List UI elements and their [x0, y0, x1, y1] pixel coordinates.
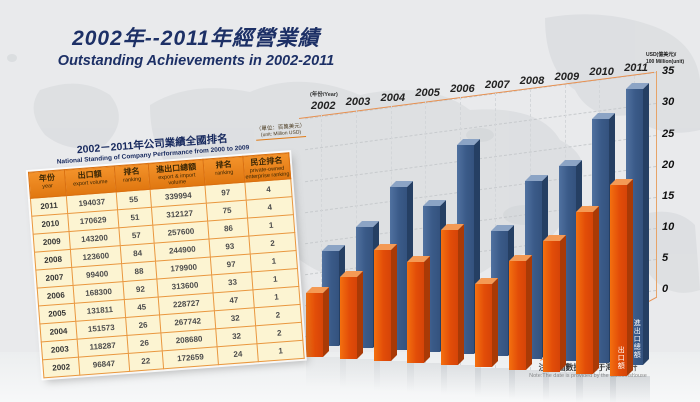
y-axis-tick-label: 30 [662, 96, 675, 109]
x-axis-year-label: 2009 [554, 70, 580, 83]
x-axis-year-label: 2002 [311, 100, 336, 112]
bar-front-face [508, 260, 526, 370]
bar-reflection [441, 365, 482, 396]
bar-reflection [339, 359, 380, 390]
column-header-4: 排名 ranking [203, 156, 245, 186]
bar-export-2002 [306, 286, 329, 357]
bar-side-face [323, 286, 329, 357]
y-axis-tick-label: 15 [662, 189, 675, 202]
bar-export-2011: 出口額 [610, 179, 634, 376]
column-header-2: 排名 ranking [113, 163, 150, 192]
bar-reflection [542, 371, 583, 402]
table-cell: 22 [128, 350, 164, 372]
bar-export-2009 [542, 235, 566, 372]
bar-export-2010 [576, 205, 600, 374]
x-axis-year-label: 2003 [345, 95, 371, 108]
bar-front-face [373, 249, 391, 362]
bar-reflection [576, 373, 617, 402]
table-cell: 172659 [162, 346, 219, 369]
bar-reflection [373, 361, 414, 392]
bar-side-face [559, 235, 566, 372]
main-title: 2002年--2011年經營業績 Outstanding Achievement… [36, 22, 356, 69]
x-axis-year-label: 2010 [589, 66, 614, 79]
bar-reflection [475, 367, 515, 398]
y-axis-unit-line2: 100 Million(unit) [646, 58, 685, 65]
y-axis-tick-label: 0 [662, 283, 669, 295]
main-title-en: Outstanding Achievements in 2002-2011 [57, 53, 335, 69]
bar-front-face [610, 185, 628, 376]
performance-table-block: 2002－2011年公司業績全國排名 National Standing of … [26, 121, 315, 379]
x-axis-year-label: 2006 [450, 83, 475, 96]
table-cell: 96847 [78, 353, 130, 376]
bar-front-face [339, 276, 357, 360]
y-axis-tick-label: 25 [662, 127, 675, 140]
y-axis-line [656, 71, 657, 298]
bar-export-2003 [339, 270, 363, 360]
y-axis-tick-label: 10 [662, 220, 675, 233]
bar-side-face [525, 254, 532, 370]
bar-reflection [610, 375, 651, 402]
column-header-0: 年份 year [28, 169, 67, 199]
x-axis-year-label: 2008 [519, 74, 545, 87]
main-title-zh: 2002年--2011年經營業績 [72, 27, 320, 50]
bar-front-face [542, 241, 560, 372]
bar-front-face [306, 292, 323, 357]
bar-side-face [424, 255, 431, 364]
bar-front-face [407, 261, 425, 364]
year-guide-line [321, 114, 322, 357]
y-axis-tick-label: 20 [662, 158, 675, 171]
bar-front-face [475, 284, 492, 368]
bar-side-face [492, 278, 498, 368]
table-cell: 24 [217, 343, 259, 365]
bar-series-label: 出口額 [617, 345, 625, 370]
bar-export-2006 [441, 224, 465, 366]
bar-export-2004 [373, 243, 397, 362]
bar-side-face [458, 224, 465, 366]
column-header-en: ranking [122, 176, 142, 184]
column-header-en: year [42, 183, 54, 190]
bar-side-face [627, 179, 634, 376]
chart-source-note-en: Note:The date is provided by the Customs… [503, 373, 673, 379]
y-axis-tick-label: 35 [662, 65, 675, 78]
bar-side-face [356, 270, 363, 360]
x-axis-year-label: 2007 [485, 79, 510, 91]
bar-side-face [390, 243, 397, 362]
y-axis-unit-label: USD(億美元)/ 100 Million(unit) [646, 52, 698, 65]
performance-table: 年份 year 出口額 export volume 排名 ranking 進出口總額 expo… [27, 152, 305, 379]
bar-reflection [407, 363, 448, 394]
y-axis-unit-line1: USD(億美元)/ [646, 52, 677, 58]
bar-reflection [508, 369, 549, 400]
bar-side-face [593, 205, 600, 374]
x-axis-note: (年份/Year) [310, 92, 338, 98]
x-axis-year-label: 2004 [380, 91, 406, 104]
y-axis-tick-label: 5 [662, 251, 669, 264]
column-header-5: 民企排名 private-owned enterprise ranking [243, 152, 291, 183]
table-cell: 1 [257, 340, 305, 362]
bar-front-face [441, 230, 459, 366]
bar-side-face [643, 83, 650, 365]
bar-export-2008 [508, 254, 532, 370]
bar-front-face [576, 211, 594, 374]
bar-series-label: 進出口總額 [633, 318, 641, 359]
year-cell: 2002 [42, 357, 80, 378]
x-axis-year-label: 2005 [415, 87, 440, 100]
x-axis-year-label: 2011 [624, 62, 648, 75]
column-header-1: 出口額 export volume [64, 165, 116, 196]
bar-export-2005 [407, 255, 431, 364]
bar-export-2007 [475, 278, 498, 368]
bar-reflection [306, 357, 346, 387]
